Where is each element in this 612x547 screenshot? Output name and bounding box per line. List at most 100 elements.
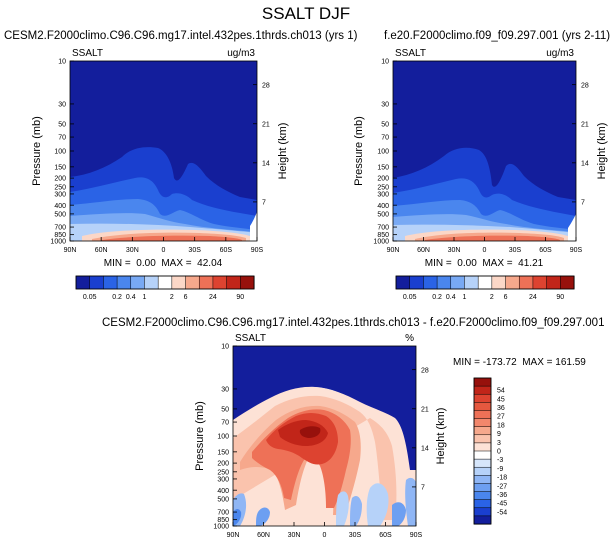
p3-colorbar-swatch [473,402,492,411]
p2-y2tick-label: 28 [581,82,589,89]
p3-colorbar-swatch [473,491,492,501]
p3-colorbar-swatch [473,458,492,468]
p3-colorbar-swatch [473,499,492,509]
panel1-x-axis: 90N 60N 30N 0 30S 60S 90S [64,237,264,254]
p2-colorbar-swatch [423,275,438,290]
p1-y2tick-label: 14 [262,160,270,167]
panel1-variable: SSALT [72,48,103,59]
p1-colorbar-swatch [116,275,132,290]
p3-ytick-label: 1000 [213,524,229,531]
p2-xtick-label: 30S [509,247,522,254]
p3-y2tick-label: 7 [421,485,425,492]
p3-ytick-label: 150 [217,449,229,456]
p3-ytick-label: 400 [217,488,229,495]
p2-y2tick-label: 7 [581,200,585,207]
p2-xtick-label: 60S [539,247,552,254]
p1-ytick-label: 500 [54,212,66,219]
p1-colorbar-label: 0.4 [126,294,136,301]
p2-y2tick-label: 21 [581,121,589,128]
p2-colorbar-frame [395,275,575,290]
p3-colorbar-label: -45 [497,501,507,508]
p3-ytick-label: 50 [221,407,229,414]
p2-colorbar-swatch [518,275,534,290]
panel1-title: CESM2.F2000climo.C96.C96.mg17.intel.432p… [4,30,358,42]
p1-ytick-label: 100 [54,149,66,156]
p1-ytick-label: 700 [54,225,66,232]
p2-colorbar-label: 90 [556,294,564,301]
panel2-stats: MIN = 0.00 MAX = 41.21 [425,258,544,269]
panel1-stats: MIN = 0.00 MAX = 42.04 [104,258,223,269]
p3-ytick-label: 500 [217,497,229,504]
p3-colorbar-swatch [473,418,492,428]
p3-colorbar-swatch [473,377,492,387]
p1-xtick-label: 30N [126,247,139,254]
p3-colorbar-swatch [473,515,492,525]
p1-colorbar-label: 0.05 [83,294,97,301]
p1-ytick-label: 400 [54,203,66,210]
p2-xtick-label: 60N [417,247,430,254]
p1-y2tick-label: 7 [262,200,266,207]
panel1-y2-axis: 28 21 14 7 [253,82,270,207]
p3-colorbar-swatch [473,475,492,484]
p2-xtick-label: 30N [448,247,461,254]
p2-ytick-label: 30 [381,102,389,109]
p1-colorbar-swatch [144,275,159,290]
p3-colorbar-label: -3 [497,457,503,464]
p3-xtick-label: 30S [349,532,362,539]
p1-xtick-label: 90N [64,247,77,254]
panel3-ylabel: Pressure (mb) [194,401,206,471]
p3-colorbar-swatch [473,426,492,436]
p2-ytick-label: 250 [377,184,389,191]
p1-colorbar-swatch [130,275,146,290]
p2-ytick-label: 700 [377,225,389,232]
p3-ytick-label: 300 [217,477,229,484]
p3-colorbar-label: 9 [497,431,501,438]
panel3-contour-field [233,346,416,526]
p2-xtick-label: 90S [570,247,583,254]
panel1-contour-field [70,61,257,241]
panel2-variable: SSALT [395,48,426,59]
p3-xtick-label: 90N [227,532,240,539]
p3-xtick-label: 60N [257,532,270,539]
p3-colorbar-swatch [473,442,492,452]
panel3-units: % [405,333,414,344]
panel3-y2label: Height (km) [435,408,447,465]
p2-ytick-label: 50 [381,122,389,129]
p3-ytick-label: 30 [221,387,229,394]
p3-colorbar-label: -36 [497,492,507,499]
panel3-y2-axis: 28 21 14 7 [412,367,429,492]
p1-xtick-label: 30S [188,247,201,254]
p1-colorbar-label: 2 [170,294,174,301]
panel3-title: CESM2.F2000climo.C96.C96.mg17.intel.432p… [102,317,605,329]
p3-colorbar-label: -27 [497,483,507,490]
p1-colorbar-label: 0.2 [112,294,122,301]
p2-colorbar-swatch [436,275,452,290]
panel3: SSALT % 10305070100150200250300400500700… [194,333,586,539]
p3-colorbar-swatch [473,507,492,517]
p2-colorbar-label: 0.05 [403,294,417,301]
p2-colorbar-swatch [491,275,507,290]
p1-colorbar-swatch [212,275,228,290]
p3-colorbar-frame [473,377,492,525]
p1-colorbar-label: 1 [143,294,147,301]
p1-y2tick-label: 28 [262,82,270,89]
p1-y2tick-label: 21 [262,121,270,128]
p2-colorbar-swatch [505,275,520,290]
p1-xtick-label: 60S [220,247,233,254]
p3-y2tick-label: 21 [421,406,429,413]
p1-ytick-label: 30 [58,102,66,109]
p3-colorbar-swatch [473,393,492,403]
panel2-colorbar: 0.05 0.2 0.4 1 2 6 24 90 [395,275,575,301]
p2-y2tick-label: 14 [581,160,589,167]
p3-xtick-label: 0 [323,532,327,539]
panel1-units: ug/m3 [227,48,255,59]
p3-colorbar-swatch [473,466,492,476]
p1-ytick-label: 300 [54,192,66,199]
panel2-y2-axis: 28 21 14 7 [572,82,589,207]
p3-ytick-label: 10 [221,344,229,351]
p3-xtick-label: 30N [288,532,301,539]
p1-colorbar-label: 24 [209,294,217,301]
p2-ytick-label: 400 [377,203,389,210]
